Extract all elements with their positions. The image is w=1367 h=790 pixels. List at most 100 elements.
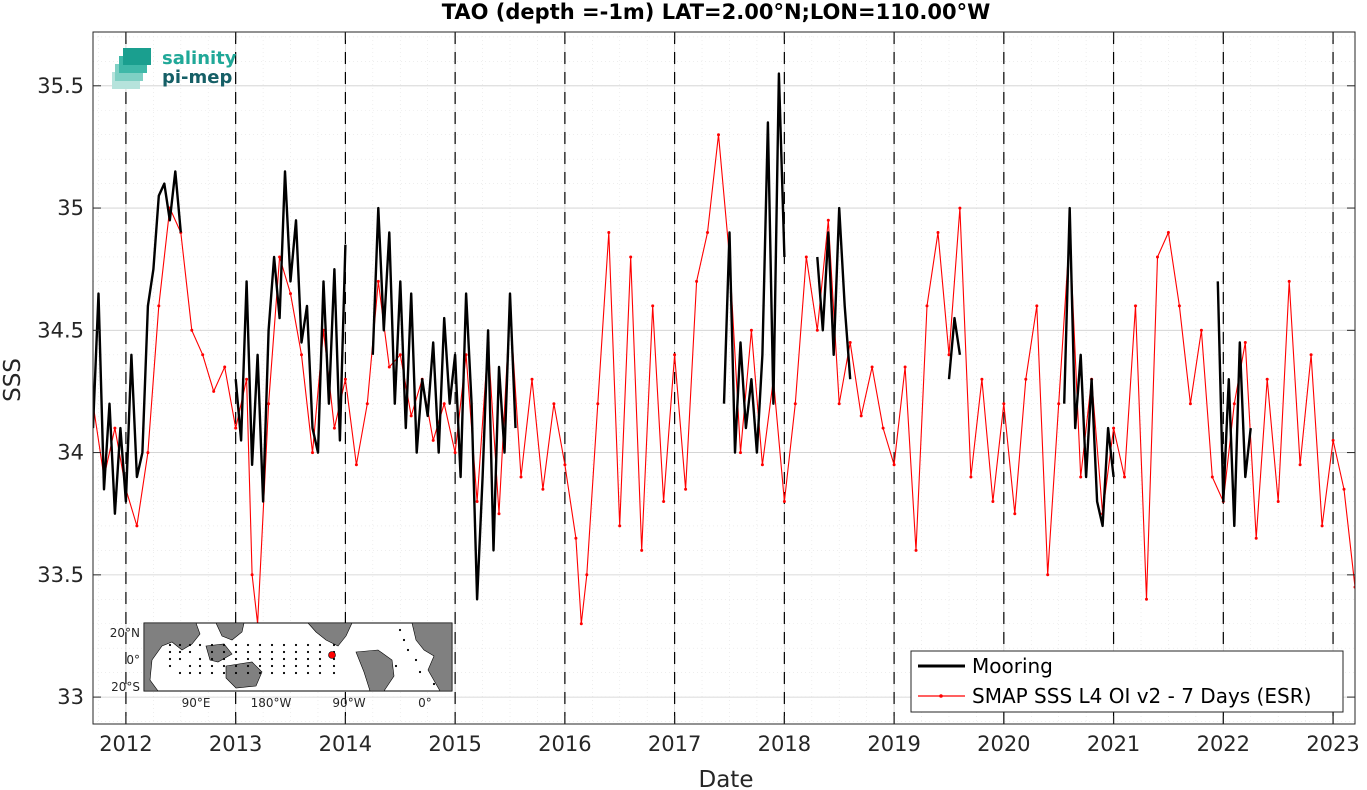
series-smap-point <box>629 255 633 259</box>
inset-buoy-dot <box>188 643 192 647</box>
inset-buoy-dot <box>188 671 192 675</box>
series-smap-point <box>1013 512 1017 516</box>
series-smap-point <box>1046 573 1050 577</box>
legend-box <box>910 650 1344 713</box>
inset-buoy-dot <box>246 650 250 654</box>
plot-frame <box>92 31 1356 725</box>
series-mooring-line <box>947 316 962 380</box>
inset-buoy-dot <box>318 650 322 654</box>
inset-buoy-dot <box>168 643 172 647</box>
series-smap-point <box>563 463 567 467</box>
series-smap-point <box>1166 231 1170 234</box>
inset-buoy-dot <box>234 671 238 675</box>
series-smap-point <box>980 377 984 381</box>
series-smap-point <box>640 548 644 552</box>
series-smap-point <box>1002 402 1006 406</box>
inset-buoy-dot <box>332 643 336 647</box>
legend-swatch-smap-marker <box>939 694 943 698</box>
series-smap-point <box>146 451 150 455</box>
inset-buoy-dot <box>318 671 322 675</box>
series-smap-point <box>936 231 940 234</box>
series-smap-point <box>717 133 720 137</box>
series-smap-point <box>706 231 709 234</box>
series-smap-point <box>574 536 578 540</box>
y-axis-label: SSS <box>0 358 26 402</box>
series-smap-point <box>190 328 194 332</box>
inset-xlabel-90w: 90°W <box>332 696 365 710</box>
inset-map: 20°N 0° 20°S 90°E 180°W 90°W 0° <box>110 622 453 710</box>
series-smap-point <box>607 231 611 234</box>
inset-map-land <box>143 622 453 692</box>
x-tick-label: 2017 <box>648 732 701 756</box>
series-smap-point <box>354 463 358 467</box>
series-smap-point <box>1112 426 1116 430</box>
series-smap-point <box>881 426 885 430</box>
inset-ylabel-20n: 20°N <box>110 626 140 640</box>
inset-buoy-dot <box>234 657 238 661</box>
series-smap-point <box>1298 463 1302 467</box>
salinity-pi-mep-logo: salinity pi-mep <box>112 48 237 89</box>
inset-buoy-dot <box>270 671 274 675</box>
y-tick-label: 34 <box>57 441 84 465</box>
series-smap-point <box>1276 500 1280 503</box>
series-smap-point <box>749 328 753 332</box>
x-tick-label: 2012 <box>99 732 152 756</box>
series-smap-point <box>1331 438 1335 442</box>
series-smap-point <box>250 573 254 577</box>
series-smap-point <box>684 487 688 491</box>
series-smap-point <box>596 402 600 406</box>
series-smap-point <box>1243 341 1247 344</box>
series-smap-point <box>300 353 303 357</box>
inset-buoy-dot <box>318 643 322 647</box>
inset-buoy-dot <box>234 650 238 654</box>
legend: Mooring SMAP SSS L4 OI v2 - 7 Days (ESR) <box>910 650 1344 713</box>
series-smap-point <box>332 426 336 430</box>
inset-buoy-dot <box>270 643 274 647</box>
inset-buoy-dot <box>168 657 172 661</box>
inset-buoy-dot <box>282 643 286 647</box>
axis-ticks: 33 33.5 34 34.5 35 35.5 2012 2013 2014 2015 2016 20… <box>37 32 1360 756</box>
inset-buoy-dot <box>406 648 410 652</box>
inset-buoy-dot <box>398 628 402 632</box>
inset-buoy-dot <box>306 643 310 647</box>
inset-buoy-dot <box>294 643 298 647</box>
series-smap-point <box>157 304 161 308</box>
series-smap-point <box>1199 328 1203 332</box>
inset-xlabel-90e: 90°E <box>182 696 211 710</box>
legend-label-smap: SMAP SSS L4 OI v2 - 7 Days (ESR) <box>972 684 1311 708</box>
series-mooring-line <box>1063 206 1115 528</box>
x-tick-label: 2022 <box>1197 732 1250 756</box>
series-mooring-line <box>371 206 517 601</box>
inset-buoy-dot <box>178 671 182 675</box>
series-smap-point <box>365 402 369 406</box>
inset-buoy-dot <box>306 664 310 668</box>
x-tick-label: 2015 <box>428 732 481 756</box>
inset-buoy-dot <box>418 670 422 674</box>
inset-buoy-dot <box>270 657 274 661</box>
inset-ylabel-0: 0° <box>126 653 140 667</box>
series-smap-point <box>212 389 216 393</box>
y-tick-label: 34.5 <box>37 318 84 342</box>
inset-buoy-dot <box>210 657 214 661</box>
series-smap-point <box>892 463 896 467</box>
inset-buoy-dot <box>188 650 192 654</box>
inset-buoy-dot <box>258 650 262 654</box>
series-mooring-line <box>722 72 786 454</box>
series-smap-point <box>947 353 951 357</box>
inset-buoy-dot <box>234 664 238 668</box>
series-smap-point <box>1177 304 1181 308</box>
series-smap-point <box>289 292 292 296</box>
x-tick-label: 2018 <box>758 732 811 756</box>
inset-buoy-dot <box>168 650 172 654</box>
series-smap-point <box>475 500 479 503</box>
series-smap-point <box>1210 475 1214 479</box>
series-smap-point <box>234 426 238 430</box>
inset-buoy-dot <box>432 682 436 686</box>
inset-buoy-dot <box>246 664 250 668</box>
series-smap-point <box>278 255 282 259</box>
series-smap-point <box>903 365 907 369</box>
inset-buoy-dot <box>270 664 274 668</box>
inset-buoy-dot <box>210 650 214 654</box>
series-smap-point <box>673 353 677 357</box>
series-mooring-line <box>1216 281 1252 528</box>
